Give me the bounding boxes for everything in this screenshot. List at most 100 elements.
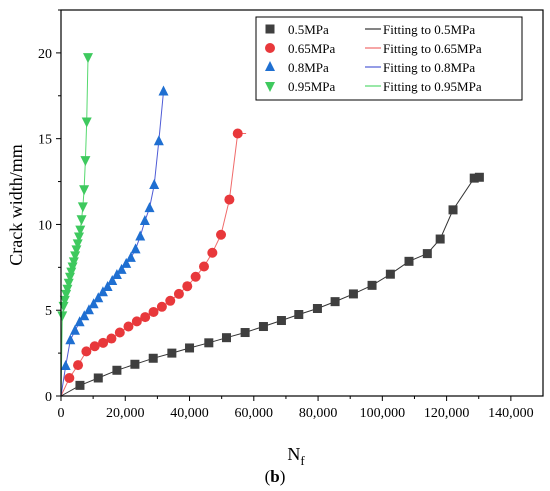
caption-letter: b: [270, 467, 279, 486]
data-point-0-65mpa: [216, 229, 227, 240]
x-tick-label: 20,000: [106, 406, 145, 421]
data-point-0-65mpa: [81, 346, 92, 357]
data-point-0-8mpa: [153, 135, 164, 146]
data-point-0-5mpa: [474, 172, 484, 182]
x-tick-label: 80,000: [299, 406, 338, 421]
data-point-0-8mpa: [107, 275, 118, 286]
data-point-0-95mpa: [62, 284, 73, 295]
data-point-0-8mpa: [116, 263, 127, 274]
data-point-0-5mpa: [276, 316, 286, 326]
data-point-0-65mpa: [98, 337, 109, 348]
data-point-0-5mpa: [185, 343, 195, 353]
y-tick-label: 5: [45, 304, 52, 319]
data-point-0-5mpa: [258, 322, 268, 332]
legend-entry-label: 0.8MPa: [288, 60, 329, 75]
data-point-0-8mpa: [111, 269, 122, 280]
y-axis-title: Crack width/mm: [6, 144, 26, 265]
data-point-0-65mpa: [148, 306, 159, 317]
legend-marker: [265, 82, 275, 92]
x-tick-label: 60,000: [235, 406, 274, 421]
data-point-0-8mpa: [97, 286, 108, 297]
y-tick-label: 10: [38, 218, 52, 233]
y-tick-label: 20: [38, 47, 52, 62]
data-point-0-95mpa: [57, 311, 68, 322]
data-point-0-8mpa: [158, 85, 169, 96]
data-point-0-5mpa: [93, 373, 103, 383]
data-point-0-8mpa: [69, 324, 80, 335]
data-point-0-65mpa: [123, 321, 134, 332]
data-point-0-8mpa: [102, 281, 113, 292]
legend-entry-label: 0.65MPa: [288, 41, 336, 56]
data-point-0-5mpa: [367, 280, 377, 290]
y-tick-label: 0: [45, 390, 52, 405]
data-point-0-8mpa: [65, 334, 76, 345]
data-point-0-95mpa: [61, 289, 72, 300]
data-point-0-8mpa: [83, 304, 94, 315]
data-point-0-95mpa: [79, 185, 90, 196]
data-point-0-8mpa: [93, 292, 104, 303]
data-point-0-95mpa: [76, 215, 87, 226]
data-point-0-8mpa: [139, 215, 150, 226]
caption-open-paren: (: [265, 467, 271, 486]
x-axis-title-main: N: [287, 444, 300, 464]
data-point-0-5mpa: [112, 365, 122, 375]
legend-fit-label: Fitting to 0.65MPa: [383, 41, 482, 56]
data-point-0-5mpa: [469, 173, 479, 183]
legend-entry-label: 0.5MPa: [288, 22, 329, 37]
data-point-0-65mpa: [232, 128, 243, 139]
axes: 0 20,000 40,000 60,000 80,000 100,000 120,000 1…: [38, 9, 544, 421]
plot-frame: [60, 9, 544, 397]
data-point-0-95mpa: [81, 117, 92, 128]
data-point-0-5mpa: [404, 256, 414, 266]
data-point-0-65mpa: [89, 341, 100, 352]
data-point-0-95mpa: [73, 232, 84, 243]
x-tick-label: 120,000: [424, 406, 470, 421]
data-point-0-8mpa: [121, 257, 132, 268]
legend-entry-label: 0.95MPa: [288, 79, 336, 94]
data-point-0-5mpa: [385, 269, 395, 279]
data-point-0-65mpa: [114, 327, 125, 338]
data-point-0-5mpa: [75, 380, 85, 390]
x-axis-title: Nf: [287, 444, 305, 468]
data-point-0-95mpa: [59, 295, 70, 306]
fit-line-0-5mpa: [60, 176, 480, 397]
data-point-0-95mpa: [68, 257, 79, 268]
legend-marker: [265, 61, 275, 71]
data-point-0-65mpa: [224, 194, 235, 205]
legend-box: [255, 16, 523, 101]
data-point-0-95mpa: [77, 202, 88, 213]
data-point-0-8mpa: [125, 251, 136, 262]
data-point-0-5mpa: [204, 338, 214, 348]
y-tick-label: 15: [38, 133, 52, 148]
x-tick-label: 0: [58, 406, 65, 421]
data-point-0-65mpa: [140, 312, 151, 323]
data-point-0-5mpa: [422, 249, 432, 259]
data-point-0-5mpa: [448, 205, 458, 215]
figure-caption: (b): [265, 467, 286, 486]
data-point-0-5mpa: [435, 234, 445, 244]
legend: 0.5MPa Fitting to 0.5MPa 0.65MPa Fitting to…: [255, 16, 523, 101]
data-point-0-8mpa: [88, 298, 99, 309]
data-point-0-95mpa: [64, 272, 75, 283]
plot-area: [57, 53, 484, 397]
data-point-0-95mpa: [82, 53, 93, 64]
data-point-0-95mpa: [66, 267, 77, 278]
data-point-0-5mpa: [240, 328, 250, 338]
data-point-0-8mpa: [144, 202, 155, 213]
data-point-0-95mpa: [63, 278, 74, 289]
data-point-0-95mpa: [75, 225, 86, 236]
data-point-0-5mpa: [221, 333, 231, 343]
x-axis-title-subscript: f: [300, 453, 305, 468]
data-point-0-65mpa: [131, 316, 142, 327]
x-tick-label: 40,000: [170, 406, 209, 421]
data-point-0-8mpa: [60, 359, 71, 370]
data-point-0-65mpa: [156, 301, 167, 312]
data-point-0-5mpa: [312, 304, 322, 314]
data-point-0-8mpa: [74, 316, 85, 327]
data-point-0-95mpa: [67, 262, 78, 273]
data-point-0-65mpa: [106, 333, 117, 344]
legend-fit-label: Fitting to 0.8MPa: [383, 60, 475, 75]
data-point-0-65mpa: [64, 372, 75, 383]
legend-fit-label: Fitting to 0.5MPa: [383, 22, 475, 37]
